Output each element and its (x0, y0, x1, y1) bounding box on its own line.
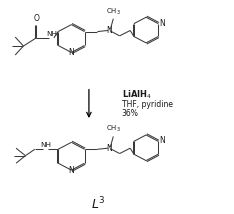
Text: LiAlH$_4$: LiAlH$_4$ (122, 89, 152, 101)
Text: N: N (106, 26, 112, 35)
Text: O: O (33, 14, 39, 23)
Text: CH$_3$: CH$_3$ (106, 6, 121, 17)
Text: THF, pyridine: THF, pyridine (122, 100, 173, 109)
Text: N: N (69, 48, 74, 57)
Text: NH: NH (46, 31, 57, 37)
Text: NH: NH (40, 142, 51, 148)
Text: $L^3$: $L^3$ (91, 196, 106, 213)
Text: 36%: 36% (122, 109, 139, 118)
Text: N: N (159, 18, 165, 28)
Text: N: N (159, 136, 165, 145)
Text: CH$_3$: CH$_3$ (106, 124, 121, 134)
Text: N: N (106, 144, 112, 153)
Text: N: N (69, 166, 74, 175)
